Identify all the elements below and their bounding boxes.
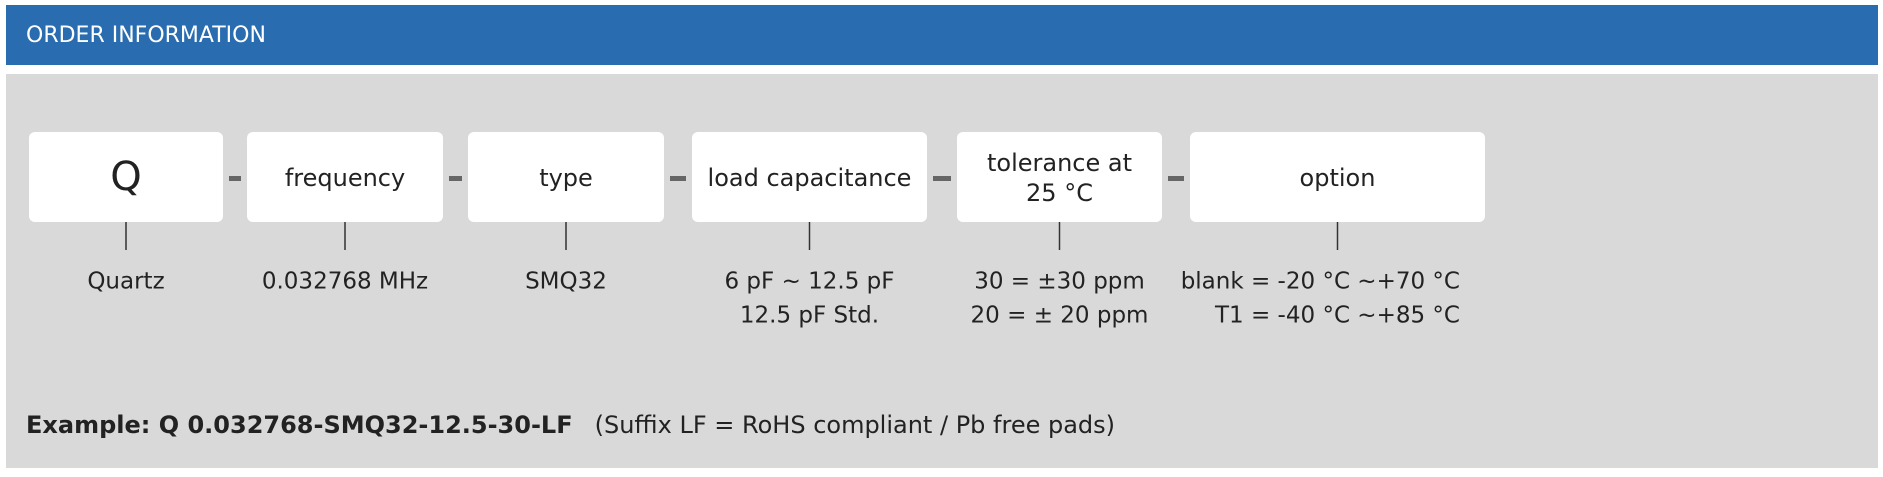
dash [670,176,686,181]
box-label: load capacitance [708,164,912,192]
box-label: Q [110,154,141,200]
header-title: ORDER INFORMATION [26,23,266,48]
box-description: T1 = -40 °C ~+85 °C [1214,303,1460,329]
dash [449,176,462,181]
box-description: SMQ32 [525,269,607,295]
code-box [957,132,1162,222]
example: Example: Q 0.032768-SMQ32-12.5-30-LF (Suf… [26,411,1115,439]
code-box [468,132,664,222]
code-box [692,132,927,222]
box-description: 30 = ±30 ppm [974,269,1145,295]
box-label: tolerance at [987,149,1132,177]
box-description: 6 pF ~ 12.5 pF [724,269,894,295]
box-label: 25 °C [1026,179,1093,207]
box-description: Quartz [87,269,164,295]
box-label: option [1300,164,1376,192]
dash [229,176,241,181]
dash [1168,176,1184,181]
box-label: type [539,164,593,192]
code-box [29,132,223,222]
example-note: (Suffix LF = RoHS compliant / Pb free pa… [595,411,1115,439]
box-description: 0.032768 MHz [262,269,428,295]
dash [933,176,951,181]
box-description: blank = -20 °C ~+70 °C [1181,269,1460,295]
code-box [247,132,443,222]
box-label: frequency [285,164,405,192]
box-description: 20 = ± 20 ppm [971,303,1149,329]
example-code: Example: Q 0.032768-SMQ32-12.5-30-LF [26,411,573,439]
code-box [1190,132,1485,222]
header-bar [6,5,1878,65]
box-description: 12.5 pF Std. [740,303,879,329]
